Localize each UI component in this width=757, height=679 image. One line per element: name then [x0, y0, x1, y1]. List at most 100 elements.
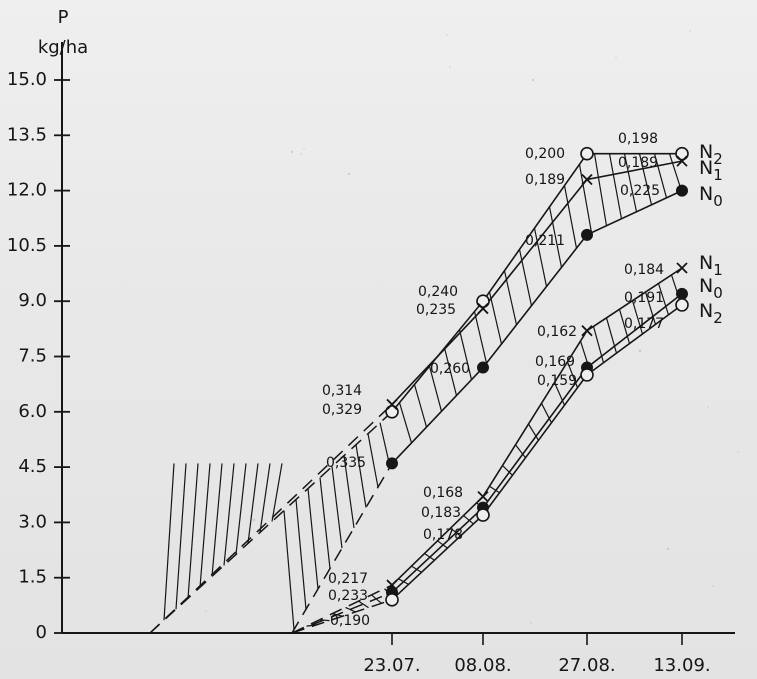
hatch-line: [259, 463, 271, 533]
hatch-line: [605, 317, 618, 354]
lower-n2-point: [385, 593, 399, 607]
hatch-line: [458, 329, 473, 380]
upper-n2-point: [580, 146, 594, 161]
x-marker-stroke: [477, 302, 489, 315]
hatch-line: [578, 164, 593, 233]
value-annotation: 0,159: [537, 373, 577, 389]
x-marker-stroke: [676, 155, 688, 167]
value-annotation: 0,240: [418, 284, 458, 300]
upper-n2-point: [385, 404, 399, 419]
value-annotation: 0,183: [421, 505, 461, 521]
upper-n1-point: [477, 302, 489, 315]
paper-speckle: [300, 153, 302, 155]
series-extension-line: [149, 403, 393, 634]
x-tick-label: 27.08.: [558, 655, 615, 676]
value-annotation: 0,190: [330, 613, 370, 629]
upper-band-hatching: [398, 153, 683, 444]
lower-series-n0-label: N0: [699, 275, 723, 302]
x-tick-label: 23.07.: [363, 655, 420, 676]
hatch-line: [515, 444, 526, 459]
hatch-line: [175, 463, 187, 610]
lower-n1-point: [477, 490, 489, 503]
value-annotation: 0,217: [328, 571, 368, 587]
hatch-line: [463, 515, 474, 525]
hatch-line: [343, 455, 355, 528]
paper-speckle: [712, 585, 714, 587]
lower-series-n0-line: [291, 293, 683, 634]
hatch-line: [358, 600, 369, 609]
paper-speckle: [446, 34, 448, 36]
paper-speckle: [347, 172, 351, 176]
lower-series-n2-label: N2: [699, 300, 723, 327]
y-tick-label: 13.5: [7, 124, 47, 145]
paper-speckle: [531, 78, 535, 82]
value-annotation: 0,184: [624, 262, 664, 278]
y-tick-label: 9.0: [18, 290, 47, 311]
x-axis: 23.07. 08.08. 27.08. 13.09.: [363, 633, 711, 676]
hatch-line: [443, 347, 458, 396]
paper-speckle: [252, 518, 256, 522]
paper-speckle: [638, 349, 642, 353]
hatch-line: [527, 423, 540, 441]
hatch-line: [345, 606, 356, 613]
x-marker-stroke: [581, 173, 593, 186]
value-annotation: 0,335: [326, 455, 366, 471]
hatch-line: [163, 463, 175, 621]
paper-speckle: [303, 148, 305, 150]
paper-speckle: [615, 57, 617, 59]
upper-n0-point: [676, 184, 688, 197]
upper-series-n0-label: N0: [699, 183, 723, 210]
paper-speckle: [689, 30, 691, 32]
hatch-line: [199, 463, 211, 588]
upper-series-n1-line: [149, 160, 683, 634]
hatch-line: [518, 249, 533, 306]
upper-n0-point: [477, 361, 489, 374]
series-main-line: [391, 189, 683, 464]
value-annotation: 0,200: [525, 146, 565, 162]
x-marker-stroke: [386, 398, 398, 411]
value-annotation: 0,211: [525, 233, 565, 249]
hatch-line: [653, 153, 668, 198]
y-tick-label: 1.5: [18, 567, 47, 588]
y-tick-label: 15.0: [7, 69, 47, 90]
x-tick-label: 08.08.: [454, 655, 511, 676]
series-extension-line: [291, 584, 393, 634]
x-marker-stroke: [676, 262, 688, 274]
value-annotation: 0,168: [423, 485, 463, 501]
upper-series-n2-label: N2: [699, 141, 723, 168]
paper-speckle: [585, 223, 587, 225]
y-axis: 0 1.5 3.0 4.5 6.0 7.5 9.0 10.5 12.0 13.5 15.0 Pkg/h…: [7, 7, 735, 643]
lower-n1-point: [676, 262, 688, 274]
upper-n2-point: [675, 146, 689, 161]
hatch-line: [488, 291, 503, 345]
hatch-line: [450, 527, 461, 537]
hatch-line: [187, 463, 199, 599]
hatch-line: [428, 366, 443, 412]
hatch-line: [235, 463, 247, 555]
value-annotation: 0,233: [328, 588, 368, 604]
y-tick-label: 7.5: [18, 346, 47, 367]
series-main-line: [391, 267, 683, 586]
hatch-line: [473, 311, 488, 364]
hatch-line: [271, 463, 283, 522]
value-annotation: 0,329: [322, 402, 362, 418]
hatch-line: [223, 463, 235, 566]
y-tick-label: 0: [36, 622, 47, 643]
paper-speckle: [205, 610, 207, 612]
hatch-line: [657, 283, 670, 315]
upper-band-projection-hatching: [163, 422, 391, 630]
value-annotation: 0,235: [416, 302, 456, 318]
upper-n1-point: [581, 173, 593, 186]
hatch-line: [668, 153, 683, 191]
upper-n1-point: [386, 398, 398, 411]
value-annotation: 0,189: [618, 155, 658, 171]
upper-n2-point: [476, 294, 490, 309]
series-main-line: [391, 160, 683, 405]
y-tick-label: 4.5: [18, 456, 47, 477]
hatch-line: [502, 465, 513, 476]
value-annotation: 0,198: [618, 131, 658, 147]
hatch-line: [367, 433, 379, 488]
hatch-line: [211, 463, 223, 577]
series-markers: [385, 146, 689, 607]
